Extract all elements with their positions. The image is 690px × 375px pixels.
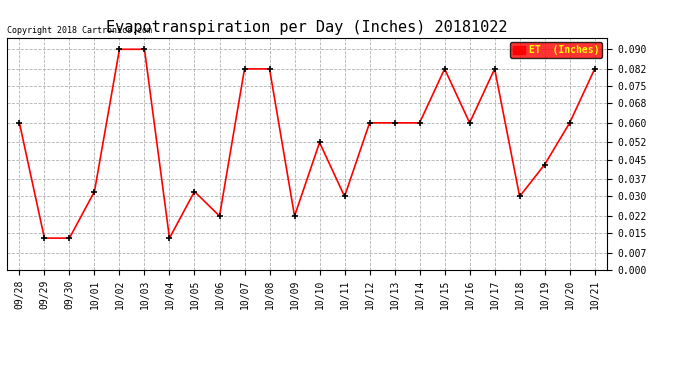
Text: Copyright 2018 Cartronics.com: Copyright 2018 Cartronics.com [7, 26, 152, 35]
Title: Evapotranspiration per Day (Inches) 20181022: Evapotranspiration per Day (Inches) 2018… [106, 20, 508, 35]
Legend: ET  (Inches): ET (Inches) [511, 42, 602, 58]
